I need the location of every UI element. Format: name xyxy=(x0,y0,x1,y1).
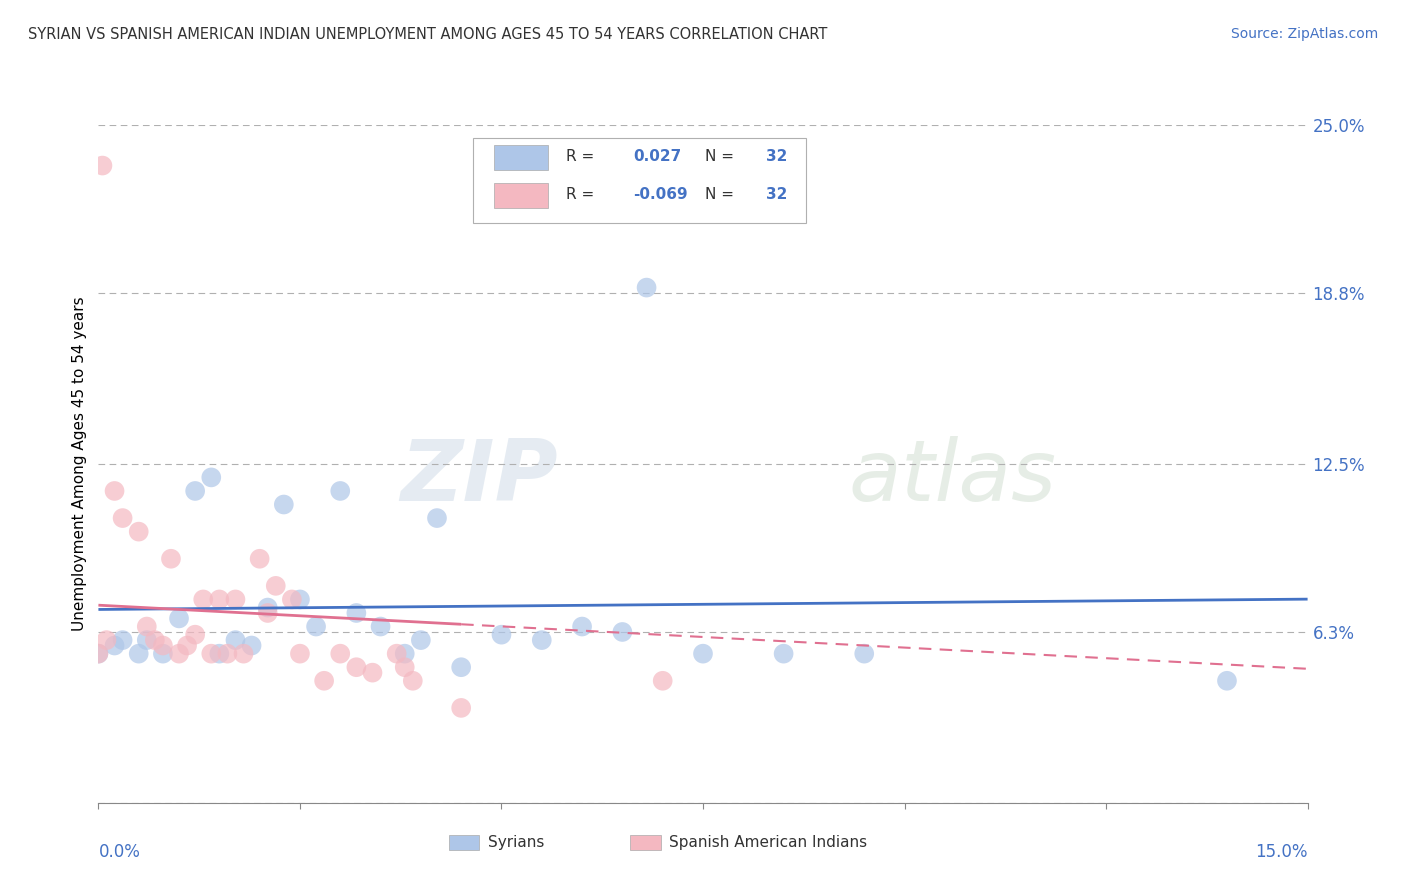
Point xyxy=(208,592,231,607)
Point xyxy=(288,647,311,661)
Point xyxy=(224,592,246,607)
Text: Syrians: Syrians xyxy=(488,835,544,849)
Point xyxy=(394,660,416,674)
Point xyxy=(273,498,295,512)
Point xyxy=(128,647,150,661)
Point xyxy=(128,524,150,539)
Text: atlas: atlas xyxy=(848,436,1056,519)
Bar xyxy=(630,835,661,850)
Point xyxy=(571,619,593,633)
Point xyxy=(370,619,392,633)
Point xyxy=(361,665,384,680)
Point xyxy=(152,639,174,653)
Point xyxy=(184,628,207,642)
Point xyxy=(288,592,311,607)
Point xyxy=(385,647,408,661)
Point xyxy=(217,647,239,661)
Point xyxy=(314,673,336,688)
Point xyxy=(91,159,114,173)
Point xyxy=(344,606,367,620)
Point xyxy=(636,280,658,294)
Point xyxy=(143,633,166,648)
Point xyxy=(450,660,472,674)
Point xyxy=(450,701,472,715)
Point xyxy=(256,606,278,620)
Point xyxy=(853,647,876,661)
Bar xyxy=(494,183,548,208)
Point xyxy=(135,619,157,633)
Text: R =: R = xyxy=(567,187,599,202)
Point xyxy=(111,511,134,525)
Text: -0.069: -0.069 xyxy=(633,187,688,202)
Point xyxy=(160,551,183,566)
Text: Spanish American Indians: Spanish American Indians xyxy=(669,835,868,849)
Point xyxy=(103,483,125,498)
Point xyxy=(394,647,416,661)
Point xyxy=(200,647,222,661)
Point xyxy=(772,647,794,661)
Point xyxy=(96,633,118,648)
Point xyxy=(200,470,222,484)
Point xyxy=(167,611,190,625)
Point xyxy=(612,624,634,639)
Point xyxy=(103,639,125,653)
Point xyxy=(329,647,352,661)
Point xyxy=(256,600,278,615)
Text: 0.0%: 0.0% xyxy=(98,844,141,862)
Point xyxy=(240,639,263,653)
Bar xyxy=(494,145,548,170)
Text: 32: 32 xyxy=(766,149,787,164)
Text: 0.027: 0.027 xyxy=(633,149,681,164)
Point xyxy=(208,647,231,661)
Text: N =: N = xyxy=(706,187,740,202)
Point xyxy=(426,511,449,525)
FancyBboxPatch shape xyxy=(474,138,806,223)
Point xyxy=(135,633,157,648)
Point xyxy=(152,647,174,661)
Point xyxy=(409,633,432,648)
Point xyxy=(344,660,367,674)
Point xyxy=(491,628,513,642)
Point xyxy=(87,647,110,661)
Y-axis label: Unemployment Among Ages 45 to 54 years: Unemployment Among Ages 45 to 54 years xyxy=(72,296,87,632)
Text: R =: R = xyxy=(567,149,599,164)
Point xyxy=(193,592,215,607)
Point xyxy=(224,633,246,648)
Text: SYRIAN VS SPANISH AMERICAN INDIAN UNEMPLOYMENT AMONG AGES 45 TO 54 YEARS CORRELA: SYRIAN VS SPANISH AMERICAN INDIAN UNEMPL… xyxy=(28,27,828,42)
Point xyxy=(651,673,673,688)
Text: ZIP: ZIP xyxy=(401,436,558,519)
Text: Source: ZipAtlas.com: Source: ZipAtlas.com xyxy=(1230,27,1378,41)
Text: 32: 32 xyxy=(766,187,787,202)
Point xyxy=(249,551,271,566)
Point xyxy=(176,639,198,653)
Point xyxy=(305,619,328,633)
Point xyxy=(184,483,207,498)
Bar xyxy=(449,835,479,850)
Point xyxy=(111,633,134,648)
Point xyxy=(232,647,254,661)
Point xyxy=(530,633,553,648)
Point xyxy=(281,592,304,607)
Point xyxy=(1216,673,1239,688)
Text: N =: N = xyxy=(706,149,740,164)
Point xyxy=(692,647,714,661)
Point xyxy=(402,673,425,688)
Point xyxy=(167,647,190,661)
Point xyxy=(264,579,287,593)
Point xyxy=(87,647,110,661)
Text: 15.0%: 15.0% xyxy=(1256,844,1308,862)
Point xyxy=(329,483,352,498)
